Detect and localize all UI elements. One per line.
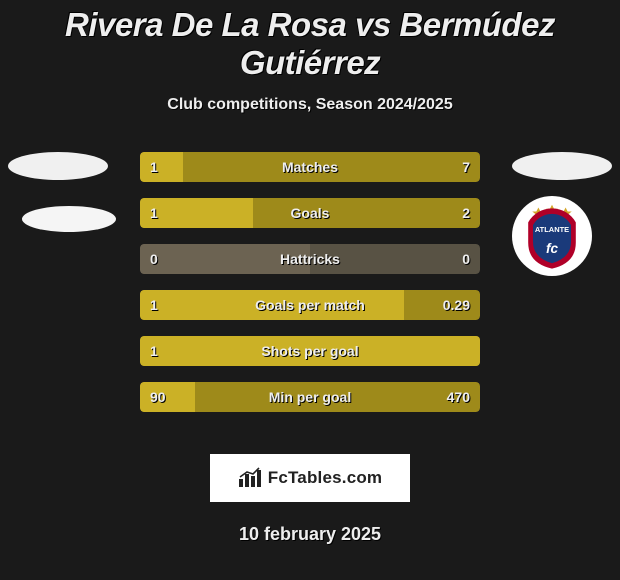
fctables-brand-badge: FcTables.com [210, 454, 410, 502]
stat-bar-row: 17Matches [140, 152, 480, 182]
svg-text:ATLANTE: ATLANTE [535, 225, 569, 234]
stat-label: Shots per goal [140, 336, 480, 366]
atlante-badge-icon: ATLANTE fc [512, 196, 592, 276]
placeholder-ellipse-icon [8, 152, 108, 180]
stat-label: Goals [140, 198, 480, 228]
stat-bar-row: 00Hattricks [140, 244, 480, 274]
stat-label: Matches [140, 152, 480, 182]
player1-club-logo [8, 152, 116, 232]
stat-bar-row: 10.29Goals per match [140, 290, 480, 320]
player2-club-logo: ATLANTE fc [512, 152, 612, 276]
placeholder-ellipse-icon [22, 206, 116, 232]
brand-text: FcTables.com [268, 468, 383, 488]
svg-text:fc: fc [546, 241, 559, 256]
stat-bar-row: 1Shots per goal [140, 336, 480, 366]
stat-label: Goals per match [140, 290, 480, 320]
stat-bar-row: 90470Min per goal [140, 382, 480, 412]
page-title: Rivera De La Rosa vs Bermúdez Gutiérrez [0, 0, 620, 82]
chart-logo-icon [238, 467, 262, 489]
stat-bars-container: 17Matches 12Goals 00Hattricks 10.29Goals pe… [140, 152, 480, 428]
snapshot-date: 10 february 2025 [0, 524, 620, 545]
comparison-content: ATLANTE fc 17Matches 12Goals 00Hattricks 10… [0, 152, 620, 442]
stat-label: Hattricks [140, 244, 480, 274]
stat-label: Min per goal [140, 382, 480, 412]
stat-bar-row: 12Goals [140, 198, 480, 228]
page-subtitle: Club competitions, Season 2024/2025 [0, 96, 620, 114]
placeholder-ellipse-icon [512, 152, 612, 180]
